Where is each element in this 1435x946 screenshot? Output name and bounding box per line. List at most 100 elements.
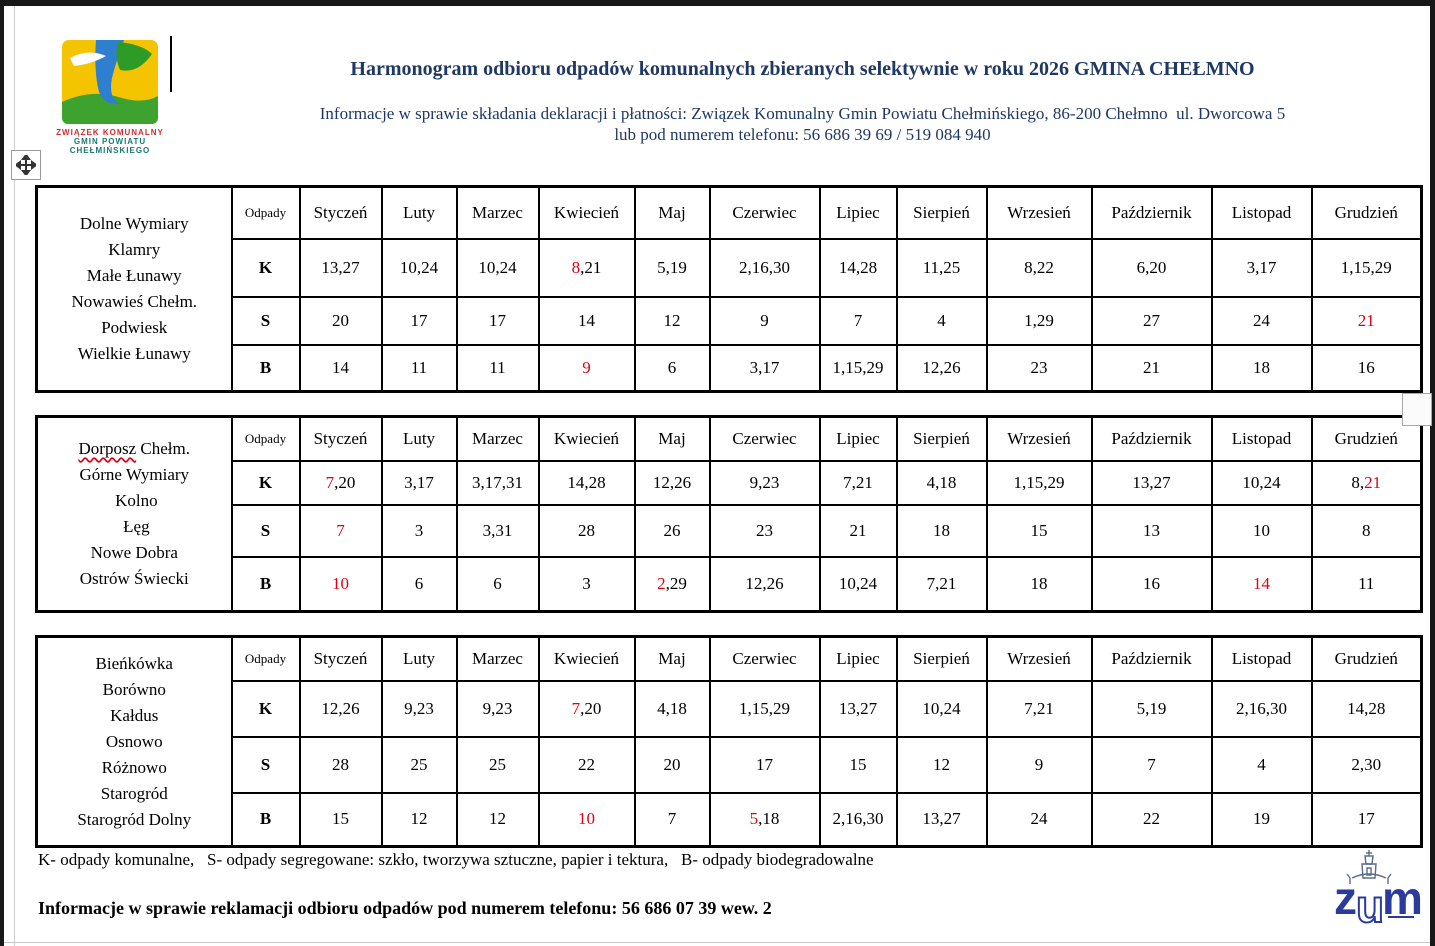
- schedule-cell: 6: [380, 555, 458, 613]
- schedule-cell: 25: [455, 735, 540, 794]
- legend-text: K- odpady komunalne, S- odpady segregowa…: [38, 850, 874, 869]
- schedule-cell: 13,27: [298, 237, 383, 298]
- schedule-cell: 3,17: [708, 343, 821, 393]
- schedule-cell: 12: [633, 295, 711, 346]
- month-header: Październik: [1090, 635, 1213, 682]
- month-header: Kwiecień: [537, 415, 636, 462]
- schedule-cell: 13,27: [895, 791, 988, 848]
- cell-value-segment: 7: [853, 310, 863, 330]
- cell-value-segment: 13,27: [922, 809, 961, 829]
- month-header: Sierpień: [895, 415, 988, 462]
- month-header: Lipiec: [818, 185, 898, 240]
- waste-type-label: B: [230, 555, 301, 613]
- cell-value-segment: 8: [1362, 520, 1371, 540]
- month-header: Styczeń: [298, 185, 383, 240]
- cell-value-segment: 10: [1253, 520, 1270, 540]
- waste-type-label: K: [230, 679, 301, 738]
- cell-value-segment: 7: [336, 520, 345, 540]
- cell-value-segment: 23: [1030, 357, 1048, 377]
- month-header: Sierpień: [895, 185, 988, 240]
- village-name: Starogród: [100, 783, 168, 803]
- cell-value-segment: 11,25: [922, 257, 961, 277]
- contact-info: Informacje w sprawie reklamacji odbioru …: [38, 898, 772, 918]
- village-name: Osnowo: [105, 731, 163, 751]
- month-header: Styczeń: [298, 635, 383, 682]
- month-header: Luty: [380, 635, 458, 682]
- cell-value-segment: 5,19: [657, 257, 687, 277]
- cell-value-segment: 20: [332, 310, 349, 330]
- cell-value-segment: 12: [933, 754, 950, 774]
- cell-value-segment: 21: [1364, 472, 1382, 492]
- month-header: Styczeń: [298, 415, 383, 462]
- cell-value-segment: 11: [489, 357, 506, 377]
- cell-value-segment: 18: [1253, 357, 1270, 377]
- schedule-cell: 18: [895, 503, 988, 558]
- schedule-cell: 9,23: [380, 679, 458, 738]
- header-block: Harmonogram odbioru odpadów komunalnych …: [195, 58, 1410, 145]
- village-list: Dorposz Chełm. Górne Wymiary Kolno Łęg Now…: [35, 415, 233, 613]
- cell-value-segment: 3: [414, 520, 424, 540]
- cell-value-segment: 15: [1030, 520, 1048, 540]
- cell-value-segment: 6: [493, 573, 502, 593]
- association-logo-line2: GMIN POWIATU: [73, 137, 147, 146]
- month-header: Maj: [633, 185, 711, 240]
- waste-type-label: S: [230, 735, 301, 794]
- cell-value-segment: 18: [933, 520, 950, 540]
- cell-value-segment: 21: [1357, 310, 1375, 330]
- month-header: Listopad: [1210, 415, 1313, 462]
- cell-value-segment: 13,27: [1132, 472, 1171, 492]
- cell-value-segment: 6: [667, 357, 677, 377]
- schedule-cell: 11,25: [895, 237, 988, 298]
- window-edge-right: [1430, 0, 1435, 946]
- schedule-cell: 6,20: [1090, 237, 1213, 298]
- cell-value-segment: 21: [1143, 357, 1160, 377]
- odpady-header: Odpady: [230, 185, 301, 240]
- cell-value-segment: 28: [332, 754, 349, 774]
- village-name: Klamry: [108, 240, 161, 259]
- village-list: Dolne Wymiary Klamry Małe Łunawy Nowawieś C…: [35, 185, 233, 393]
- schedule-cell: 16: [1310, 343, 1423, 393]
- table-move-handle[interactable]: [11, 150, 41, 180]
- svg-text:z: z: [1334, 872, 1357, 924]
- schedule-row: K 13,27 10,24 10,24 8,21 5,19 2,16,30 14,28 11,2…: [37, 237, 1423, 298]
- odpady-header: Odpady: [230, 635, 301, 682]
- cell-value-segment: 12,26: [745, 573, 784, 593]
- month-header: Grudzień: [1310, 635, 1423, 682]
- month-header: Lipiec: [818, 635, 898, 682]
- schedule-cell: 10: [537, 791, 636, 848]
- schedule-cell: 7: [818, 295, 898, 346]
- village-name: Różnowo: [101, 757, 167, 777]
- village-name: Kałdus: [110, 705, 159, 725]
- cell-value-segment: ,21: [580, 257, 602, 277]
- schedule-cell: 1,29: [985, 295, 1093, 346]
- window-edge-top: [0, 0, 1435, 6]
- cell-value-segment: 24: [1253, 310, 1270, 330]
- schedule-cell: 28: [298, 735, 383, 794]
- schedule-cell: 23: [708, 503, 821, 558]
- schedule-cell: 12,26: [633, 459, 711, 506]
- village-name: Górne Wymiary: [79, 465, 190, 484]
- cell-value-segment: 25: [410, 754, 428, 774]
- cell-value-segment: 21: [849, 520, 867, 540]
- cell-value-segment: 3,17,31: [472, 472, 523, 492]
- cell-value-segment: 22: [578, 754, 595, 774]
- schedule-cell: 24: [1210, 295, 1313, 346]
- cell-value-segment: 1,15,29: [739, 698, 790, 718]
- schedule-cell: 7,20: [298, 459, 383, 506]
- cell-value-segment: 9: [582, 357, 591, 377]
- schedule-cell: 8,21: [537, 237, 636, 298]
- cell-value-segment: 2,16,30: [1236, 698, 1287, 718]
- schedule-cell: 1,15,29: [818, 343, 898, 393]
- waste-type-label: S: [230, 295, 301, 346]
- scroll-marker[interactable]: [1402, 393, 1432, 426]
- village-list: Bieńkówka Borówno Kałdus Osnowo Różnowo Staro…: [35, 635, 233, 848]
- cell-value-segment: 9,23: [404, 698, 434, 718]
- schedule-row: S 20 17 17 14 12 9 7 4 1,29 27 24 21: [37, 295, 1423, 346]
- schedule-cell: 12,26: [895, 343, 988, 393]
- schedule-cell: 7: [1090, 735, 1213, 794]
- page-bottom-line: [4, 942, 1430, 943]
- waste-type-label: S: [230, 503, 301, 558]
- month-header: Październik: [1090, 415, 1213, 462]
- cell-value-segment: ,20: [334, 472, 356, 492]
- schedule-cell: 18: [1210, 343, 1313, 393]
